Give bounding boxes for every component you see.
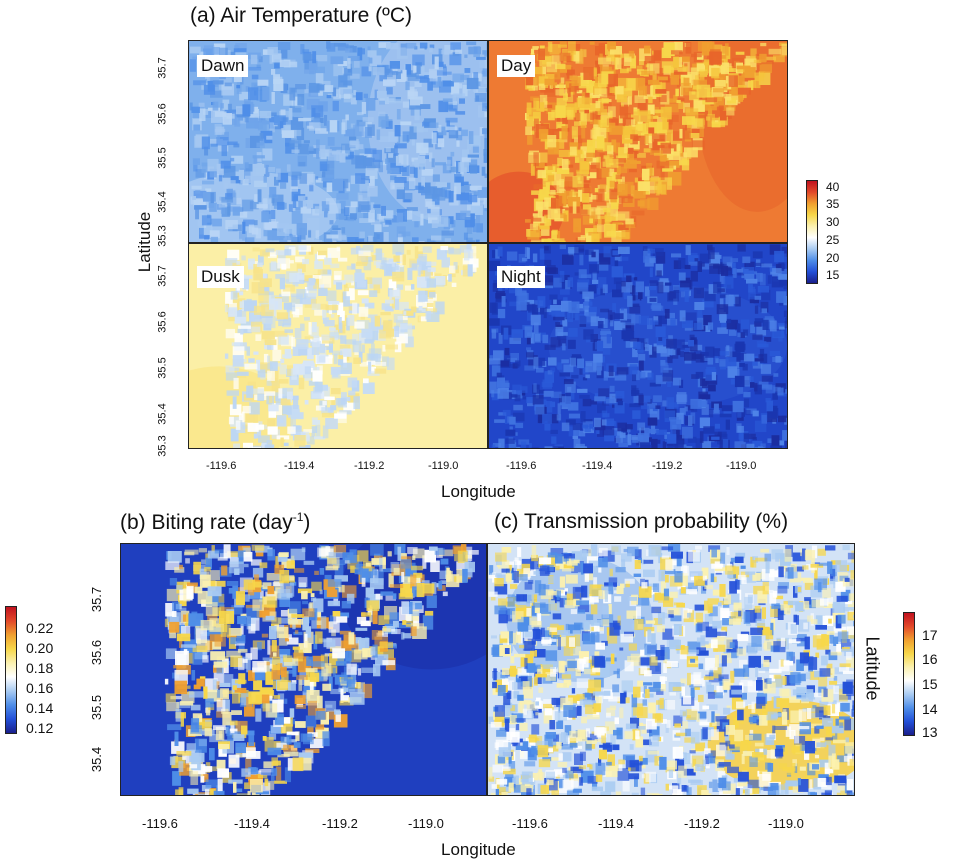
xtick: -119.2 xyxy=(354,460,385,472)
colorbar-a xyxy=(806,180,818,284)
xtick: -119.6 xyxy=(142,816,178,831)
cbar-tick: 0.16 xyxy=(26,680,54,696)
map-dawn: Dawn xyxy=(188,40,488,243)
ytick: 35.5 xyxy=(89,694,105,721)
map-biting-raster xyxy=(121,544,486,795)
xtick: -119.4 xyxy=(598,816,634,831)
ytick: 35.5 xyxy=(156,357,169,379)
cbar-tick: 13 xyxy=(922,724,938,740)
ytick: 35.7 xyxy=(156,265,169,287)
panel-c-title: (c) Transmission probability (%) xyxy=(494,510,789,533)
cbar-tick: 35 xyxy=(826,197,840,211)
xtick: -119.6 xyxy=(512,816,548,831)
map-trans-raster xyxy=(488,544,854,795)
ytick: 35.7 xyxy=(89,586,105,613)
panel-a-title: (a) Air Temperature (ºC) xyxy=(190,4,413,27)
label-dawn: Dawn xyxy=(197,55,249,77)
cbar-tick: 0.14 xyxy=(26,700,54,716)
label-dusk: Dusk xyxy=(197,266,244,288)
ytick: 35.6 xyxy=(89,639,105,666)
panel-b-title: (b) Biting rate (day-1) xyxy=(120,510,310,535)
panel-b-title-end: ) xyxy=(303,511,311,534)
label-night: Night xyxy=(497,266,545,288)
xtick: -119.2 xyxy=(322,816,358,831)
label-day: Day xyxy=(497,55,536,77)
bottom-xlabel: Longitude xyxy=(441,840,516,859)
cbar-tick: 0.18 xyxy=(26,660,54,676)
xtick: -119.0 xyxy=(768,816,804,831)
map-dawn-raster xyxy=(189,41,487,242)
cbar-tick: 25 xyxy=(826,233,840,247)
map-biting-rate xyxy=(120,543,487,796)
xtick: -119.6 xyxy=(506,460,537,472)
ytick: 35.5 xyxy=(156,147,169,169)
colorbar-c xyxy=(903,612,915,736)
xtick: -119.0 xyxy=(408,816,444,831)
cbar-tick: 14 xyxy=(922,701,938,717)
xtick: -119.2 xyxy=(652,460,683,472)
xtick: -119.6 xyxy=(206,460,237,472)
cbar-tick: 40 xyxy=(826,180,840,194)
panel-c-right-label: Latitude xyxy=(862,636,883,701)
panel-b-title-sup: -1 xyxy=(292,510,304,524)
cbar-tick: 16 xyxy=(922,651,938,667)
cbar-tick: 15 xyxy=(826,268,840,282)
xtick: -119.2 xyxy=(684,816,720,831)
map-transmission-probability xyxy=(487,543,855,796)
cbar-tick: 15 xyxy=(922,676,938,692)
cbar-tick: 0.12 xyxy=(26,720,54,736)
map-night: Night xyxy=(488,243,788,449)
ytick: 35.4 xyxy=(89,746,105,773)
cbar-tick: 20 xyxy=(826,251,840,265)
xtick: -119.4 xyxy=(234,816,270,831)
map-day: Day xyxy=(488,40,788,243)
xtick: -119.4 xyxy=(582,460,613,472)
ytick: 35.3 xyxy=(156,435,169,457)
cbar-tick: 17 xyxy=(922,627,938,643)
colorbar-b xyxy=(5,606,17,734)
xtick: -119.4 xyxy=(284,460,315,472)
xtick: -119.0 xyxy=(428,460,459,472)
panel-a-xlabel: Longitude xyxy=(441,482,516,501)
ytick: 35.6 xyxy=(156,311,169,333)
xtick: -119.0 xyxy=(726,460,757,472)
ytick: 35.4 xyxy=(156,191,169,213)
ytick: 35.6 xyxy=(156,103,169,125)
ytick: 35.4 xyxy=(156,403,169,425)
panel-a-ylabel: Latitude xyxy=(135,211,154,273)
ytick: 35.3 xyxy=(156,225,169,247)
cbar-tick: 0.20 xyxy=(26,640,54,656)
map-day-raster xyxy=(489,41,787,242)
map-dusk: Dusk xyxy=(188,243,488,449)
panel-b-title-main: (b) Biting rate (day xyxy=(120,511,293,534)
cbar-tick: 30 xyxy=(826,215,840,229)
ytick: 35.7 xyxy=(156,57,169,79)
cbar-tick: 0.22 xyxy=(26,620,54,636)
